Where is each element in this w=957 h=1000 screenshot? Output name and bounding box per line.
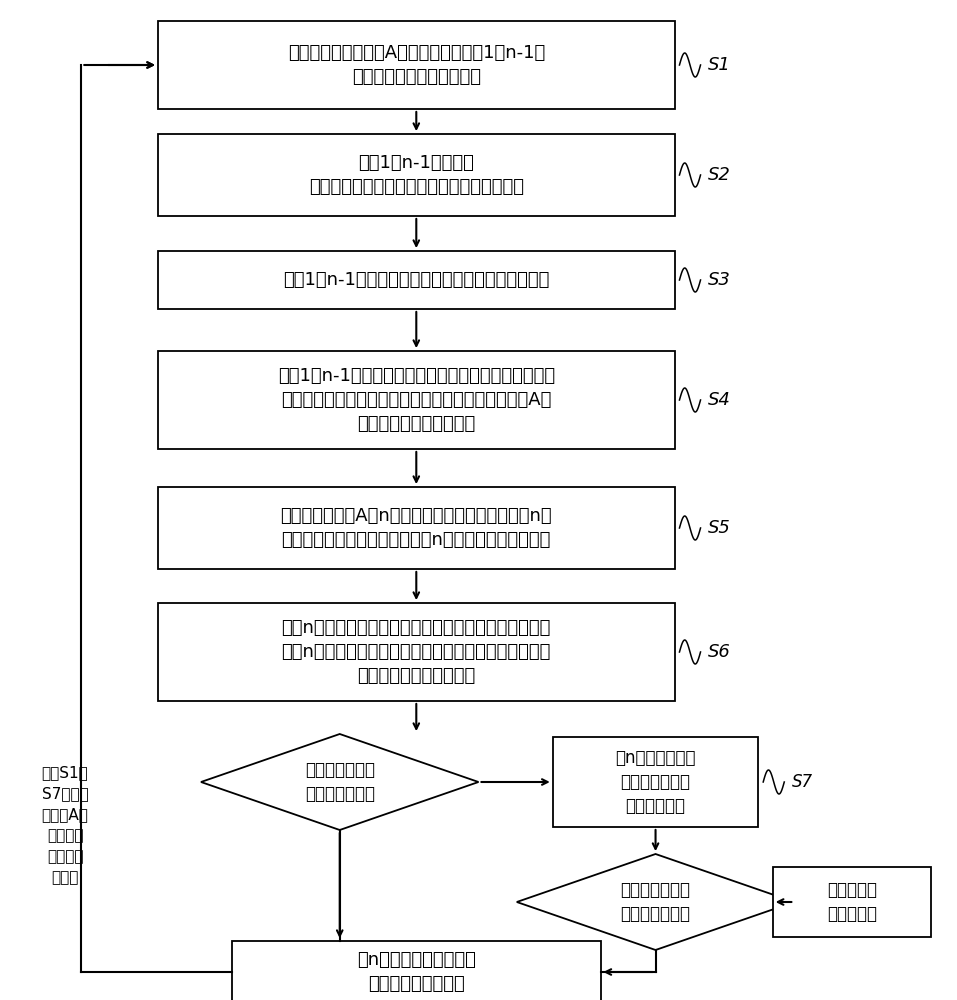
Text: 光刻制程停
止，并报警: 光刻制程停 止，并报警 xyxy=(827,881,877,923)
Bar xyxy=(158,487,675,569)
Bar xyxy=(233,941,601,1000)
Text: 所述特征预测值
是否稳定或合规: 所述特征预测值 是否稳定或合规 xyxy=(304,761,375,803)
Bar xyxy=(773,867,931,937)
Bar xyxy=(158,603,675,701)
Text: S5: S5 xyxy=(708,519,731,537)
Text: 对第1至n-1片晶圆的
光刻工艺参数进行向量化重构以建立向量矩阵: 对第1至n-1片晶圆的 光刻工艺参数进行向量化重构以建立向量矩阵 xyxy=(309,154,523,196)
Bar xyxy=(158,21,675,109)
Bar xyxy=(158,251,675,309)
Bar xyxy=(158,351,675,449)
Polygon shape xyxy=(201,734,478,830)
Text: S1: S1 xyxy=(708,56,731,74)
Text: S3: S3 xyxy=(708,271,731,289)
Text: 第n片晶圆的光刻制程顺
利完成，进入下一步: 第n片晶圆的光刻制程顺 利完成，进入下一步 xyxy=(357,951,476,993)
Text: 收集光刻机台上批次A中已完成光刻的第1至n-1片
晶圆光刻时的光刻工艺参数: 收集光刻机台上批次A中已完成光刻的第1至n-1片 晶圆光刻时的光刻工艺参数 xyxy=(288,44,545,86)
Text: 光刻机台上批次A第n片晶圆开始光刻，实时收集第n片
晶圆的光刻工艺参数，并获得第n片晶圆的矩阵运算结果: 光刻机台上批次A第n片晶圆开始光刻，实时收集第n片 晶圆的光刻工艺参数，并获得第… xyxy=(280,507,552,549)
Text: S7: S7 xyxy=(792,773,813,791)
Text: S2: S2 xyxy=(708,166,731,184)
Bar xyxy=(553,737,759,827)
Text: 对第1至n-1片晶圆的光刻结果进行特征量测，根据所有
矩阵运算结果和特征量测结果，建立光刻机台对批次A的
晶圆光刻的特征预测公式: 对第1至n-1片晶圆的光刻结果进行特征量测，根据所有 矩阵运算结果和特征量测结果… xyxy=(278,367,555,433)
Text: S4: S4 xyxy=(708,391,731,409)
Text: 第n片晶圆的光刻
制程暂停，通过
量测机台确认: 第n片晶圆的光刻 制程暂停，通过 量测机台确认 xyxy=(615,749,696,815)
Bar xyxy=(158,134,675,216)
Text: 将第n片晶圆的矩阵运算结果代入所述特征预测公式，获
得第n片晶圆的特征预测值，并比较所述特征预测值与已
完成光刻的晶圆的特征值: 将第n片晶圆的矩阵运算结果代入所述特征预测公式，获 得第n片晶圆的特征预测值，并… xyxy=(281,619,551,685)
Text: 循环S1至
S7直至完
成批次A最
后一片晶
圆的光刻
后结束: 循环S1至 S7直至完 成批次A最 后一片晶 圆的光刻 后结束 xyxy=(42,765,88,885)
Text: 所述特征预测值
是否稳定或合规: 所述特征预测值 是否稳定或合规 xyxy=(620,881,691,923)
Polygon shape xyxy=(517,854,794,950)
Text: 对第1至n-1片晶圆的向量矩阵进行预定义的矩阵运算: 对第1至n-1片晶圆的向量矩阵进行预定义的矩阵运算 xyxy=(283,271,549,289)
Text: S6: S6 xyxy=(708,643,731,661)
